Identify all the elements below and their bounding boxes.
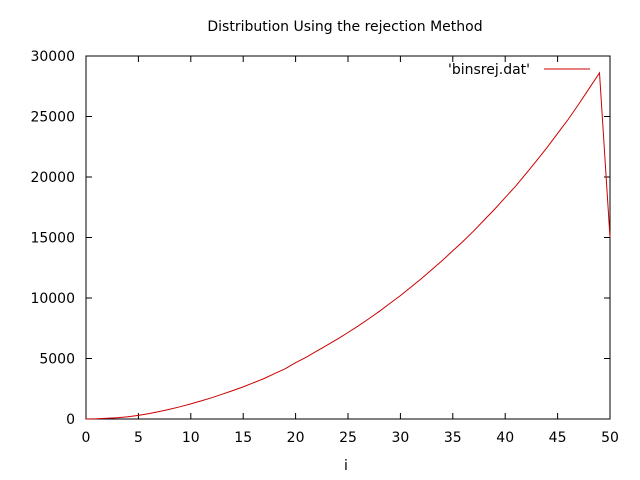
- legend-label: 'binsrej.dat': [448, 62, 530, 78]
- x-tick-label: 20: [287, 430, 305, 446]
- y-tick-label: 15000: [30, 231, 75, 247]
- x-tick-label: 35: [444, 430, 462, 446]
- x-tick-label: 25: [339, 430, 357, 446]
- x-axis-label: i: [344, 458, 348, 474]
- chart-title: Distribution Using the rejection Method: [207, 19, 482, 35]
- y-axis: 0 5000 10000 15000 20000 25000 30000: [30, 49, 610, 428]
- x-tick-label: 40: [496, 430, 514, 446]
- y-tick-label: 10000: [30, 291, 75, 307]
- x-tick-label: 50: [601, 430, 619, 446]
- x-tick-label: 5: [134, 430, 143, 446]
- y-tick-label: 20000: [30, 170, 75, 186]
- x-tick-label: 30: [391, 430, 409, 446]
- legend: 'binsrej.dat': [448, 62, 590, 78]
- x-axis: 0 5 10 15 20 25 30 35 40 45 50: [82, 56, 619, 446]
- y-tick-label: 0: [66, 412, 75, 428]
- y-tick-label: 5000: [39, 352, 75, 368]
- plot-frame: [85, 55, 611, 420]
- y-tick-label: 25000: [30, 110, 75, 126]
- x-tick-label: 15: [234, 430, 252, 446]
- y-tick-label: 30000: [30, 49, 75, 65]
- x-tick-label: 0: [82, 430, 91, 446]
- x-tick-label: 45: [549, 430, 567, 446]
- series-line-binsrej: [85, 71, 611, 420]
- x-tick-label: 10: [182, 430, 200, 446]
